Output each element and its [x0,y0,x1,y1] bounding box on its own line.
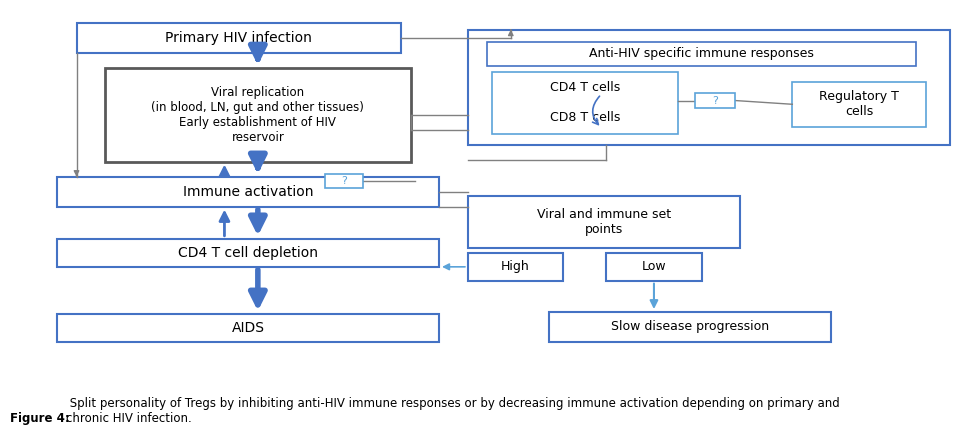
Bar [105,68,411,162]
Text: AIDS: AIDS [232,321,265,335]
Text: Primary HIV infection: Primary HIV infection [166,31,312,45]
Bar [468,253,563,281]
Text: ?: ? [712,95,718,105]
Bar [468,30,950,145]
Text: Regulatory T
cells: Regulatory T cells [819,90,899,118]
Text: CD4 T cells

CD8 T cells: CD4 T cells CD8 T cells [549,81,620,124]
Text: Immune activation: Immune activation [183,185,314,199]
Text: Anti-HIV specific immune responses: Anti-HIV specific immune responses [589,47,814,60]
Bar [77,23,401,53]
Text: Viral replication
(in blood, LN, gut and other tissues)
Early establishment of H: Viral replication (in blood, LN, gut and… [151,86,364,144]
Bar [325,174,362,188]
Text: Slow disease progression: Slow disease progression [610,320,768,333]
Bar [468,195,740,248]
Bar [695,93,735,108]
Text: Figure 4:: Figure 4: [10,412,70,425]
Bar [549,312,830,342]
Bar [793,82,926,127]
Text: Low: Low [641,260,667,273]
Text: High: High [501,260,530,273]
Text: Split personality of Tregs by inhibiting anti-HIV immune responses or by decreas: Split personality of Tregs by inhibiting… [66,397,840,425]
Bar [57,177,439,207]
Text: ?: ? [341,176,347,186]
Bar [57,239,439,267]
Bar [57,314,439,342]
Bar [607,253,702,281]
Bar [491,72,677,134]
Text: CD4 T cell depletion: CD4 T cell depletion [178,246,318,260]
Text: Viral and immune set
points: Viral and immune set points [537,208,671,236]
Bar [486,42,917,66]
